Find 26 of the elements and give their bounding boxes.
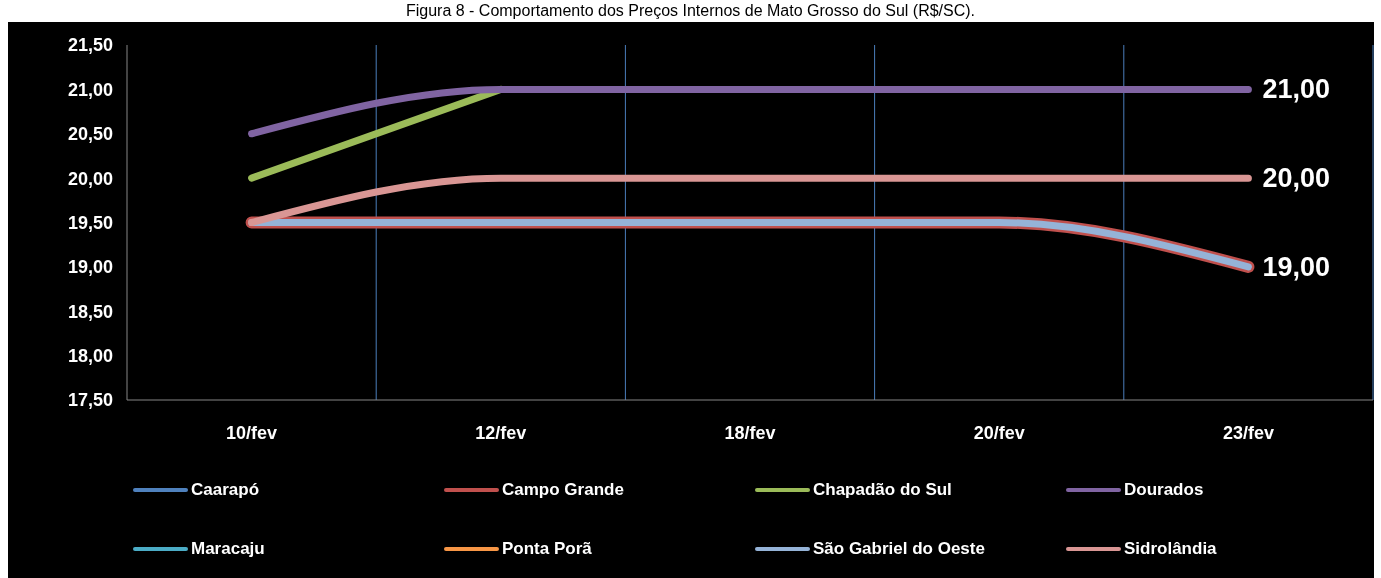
x-tick-label: 23/fev (1222, 422, 1274, 443)
legend-label: Chapadão do Sul (813, 479, 952, 500)
data-label: 19,00 (1262, 251, 1330, 282)
y-tick-label: 21,00 (67, 79, 113, 100)
y-tick-label: 18,50 (67, 301, 113, 322)
chart-title: Figura 8 - Comportamento dos Preços Internos de Mato Grosso do Sul (R$/SC). (404, 1, 977, 21)
legend-label: Maracaju (191, 538, 265, 559)
y-tick-label: 20,00 (67, 168, 113, 189)
y-tick-label: 21,50 (67, 35, 113, 56)
legend-label: Campo Grande (502, 479, 624, 500)
x-tick-label: 10/fev (226, 422, 278, 443)
legend-label: São Gabriel do Oeste (813, 538, 985, 559)
y-tick-label: 18,00 (67, 346, 113, 367)
y-tick-label: 19,50 (67, 212, 113, 233)
x-tick-label: 20/fev (973, 422, 1025, 443)
data-label: 21,00 (1262, 74, 1330, 105)
x-tick-label: 12/fev (475, 422, 527, 443)
data-label: 20,00 (1262, 163, 1330, 194)
y-tick-label: 17,50 (67, 390, 113, 411)
x-tick-label: 18/fev (724, 422, 776, 443)
legend-label: Sidrolândia (1124, 538, 1217, 559)
legend-label: Ponta Porã (502, 538, 592, 559)
y-tick-label: 19,00 (67, 257, 113, 278)
y-tick-label: 20,50 (67, 124, 113, 145)
legend-label: Caarapó (191, 479, 260, 500)
legend-label: Dourados (1124, 479, 1204, 500)
